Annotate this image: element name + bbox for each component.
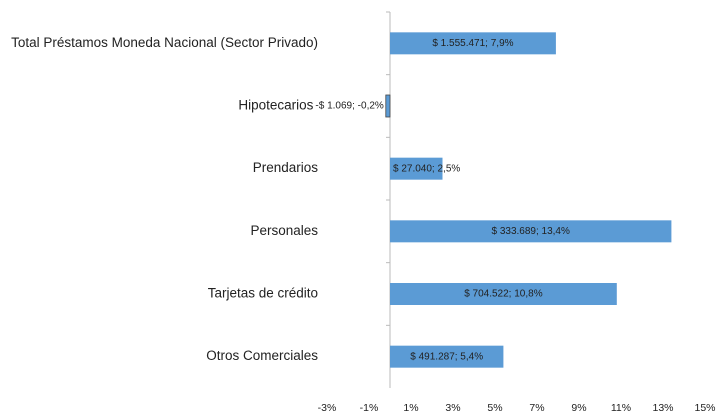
bar bbox=[385, 94, 391, 118]
x-tick-label: 11% bbox=[611, 402, 631, 414]
x-tick-label: 15% bbox=[694, 402, 715, 414]
x-tick-label: -3% bbox=[318, 402, 337, 414]
value-label: $ 704.522; 10,8% bbox=[464, 289, 543, 300]
category-label: Prendarios bbox=[253, 160, 319, 175]
category-label: Personales bbox=[250, 223, 318, 238]
x-tick-label: 3% bbox=[445, 402, 460, 414]
value-label: $ 333.689; 13,4% bbox=[491, 226, 570, 237]
bar bbox=[390, 345, 504, 368]
x-tick-label: 5% bbox=[487, 402, 502, 414]
value-label: -$ 1.069; -0,2% bbox=[315, 101, 383, 112]
category-label: Otros Comerciales bbox=[206, 348, 318, 363]
x-tick-label: 9% bbox=[571, 402, 586, 414]
bar bbox=[390, 32, 556, 55]
x-tick-label: 7% bbox=[529, 402, 544, 414]
value-label: $ 27.040; 2,5% bbox=[393, 163, 460, 174]
bar bbox=[390, 283, 617, 305]
value-label: $ 1.555.471; 7,9% bbox=[432, 38, 513, 49]
value-label: $ 491.287; 5,4% bbox=[410, 351, 483, 362]
x-tick-label: 13% bbox=[652, 402, 673, 414]
x-tick-label: 1% bbox=[403, 402, 418, 414]
category-label: Total Préstamos Moneda Nacional (Sector … bbox=[11, 35, 318, 50]
bar bbox=[390, 220, 672, 243]
bar bbox=[390, 157, 443, 180]
category-label: Tarjetas de crédito bbox=[208, 286, 318, 301]
category-label: Hipotecarios bbox=[238, 98, 313, 113]
x-tick-label: -1% bbox=[360, 402, 379, 414]
